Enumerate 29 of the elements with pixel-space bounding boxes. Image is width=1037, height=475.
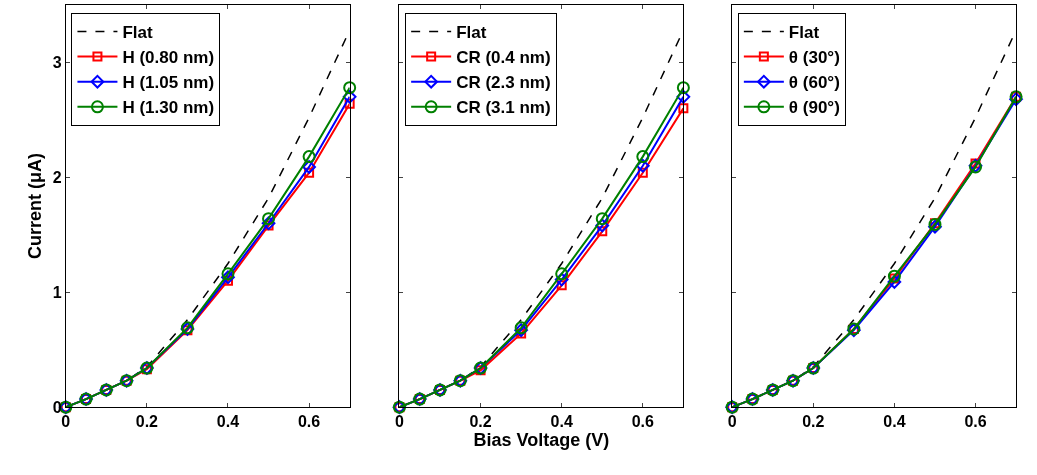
legend-label: CR (2.3 nm): [456, 73, 551, 93]
legend-label: θ (60°): [788, 73, 840, 93]
legend-label: θ (30°): [788, 48, 840, 68]
legend-label: Flat: [456, 23, 487, 43]
x-tick-label: 0.2: [802, 413, 825, 431]
legend-label: H (0.80 nm): [122, 48, 215, 68]
legend-label: θ (90°): [788, 98, 840, 118]
x-tick-label: 0.6: [631, 413, 655, 431]
legend-label: H (1.30 nm): [122, 98, 215, 118]
legend-label: H (1.05 nm): [122, 73, 215, 93]
legend-label: Flat: [122, 23, 153, 43]
x-axis-title: Bias Voltage (V): [473, 430, 610, 451]
x-tick-label: 0: [395, 413, 405, 431]
legend-label: CR (0.4 nm): [456, 48, 551, 68]
y-tick-label: 2: [52, 168, 62, 186]
x-tick-label: 0.2: [135, 413, 159, 431]
y-axis-title: Current (μA): [24, 153, 45, 260]
legend-label: CR (3.1 nm): [456, 98, 551, 118]
x-tick-label: 0.6: [297, 413, 321, 431]
x-tick-label: 0: [727, 413, 737, 431]
x-tick-label: 0.4: [216, 413, 240, 431]
x-tick-label: 0.4: [883, 413, 906, 431]
legend-label: Flat: [788, 23, 820, 43]
x-tick-label: 0.4: [550, 413, 573, 431]
y-tick-label: 0: [52, 398, 62, 416]
y-tick-label: 1: [52, 283, 62, 301]
x-tick-label: 0.2: [469, 413, 492, 431]
y-tick-label: 3: [52, 53, 62, 71]
x-tick-label: 0.6: [964, 413, 987, 431]
